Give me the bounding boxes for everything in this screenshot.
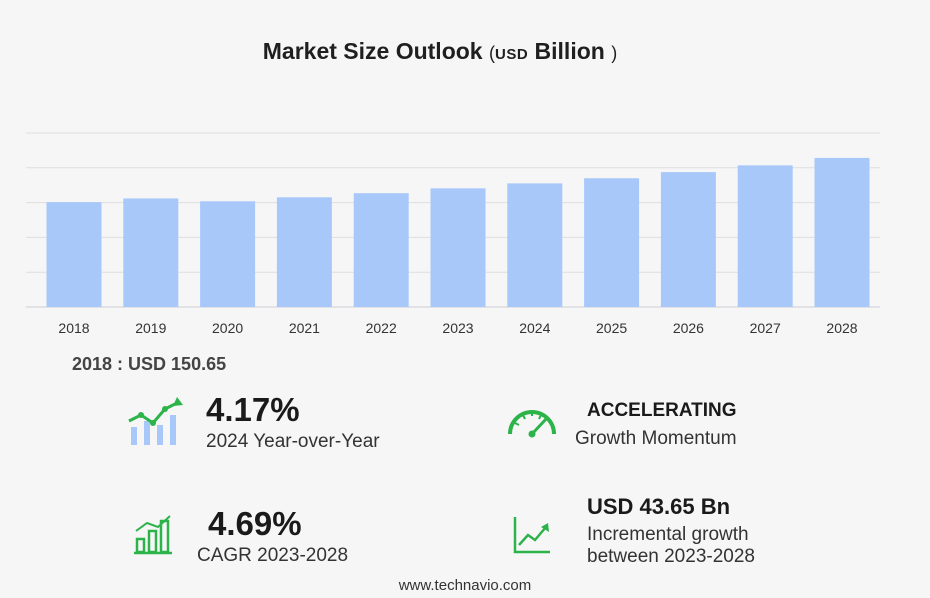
x-tick-label: 2023 — [442, 320, 473, 336]
bar-2025 — [584, 178, 640, 307]
chart-bars — [46, 157, 870, 307]
cagr-stat: 4.69% CAGR 2023-2028 — [197, 505, 348, 567]
title-paren-open: ( — [488, 43, 495, 63]
bar-2027 — [737, 165, 793, 307]
x-tick-label: 2028 — [826, 320, 857, 336]
bar-chart: 2018 2019 2020 2021 2022 2023 2024 2025 2026 2027… — [26, 132, 880, 336]
x-tick-label: 2026 — [673, 320, 704, 336]
cagr-label: CAGR 2023-2028 — [197, 545, 349, 566]
chart-x-ticks: 2018 2019 2020 2021 2022 2023 2024 2025 2026 2027… — [58, 320, 857, 336]
chart-title: Market Size Outlook (USD Billion ) — [0, 38, 880, 65]
bar-trend-icon — [128, 397, 183, 445]
x-tick-label: 2018 — [58, 320, 89, 336]
bar-2023 — [430, 188, 486, 307]
bar-2028 — [814, 157, 870, 307]
title-unit: USD — [494, 46, 529, 63]
x-tick-label: 2021 — [289, 320, 320, 336]
bar-2026 — [660, 172, 716, 307]
bar-chart-icon — [134, 515, 172, 555]
momentum-stat: ACCELERATING Growth Momentum — [575, 400, 737, 450]
source-footer: www.technavio.com — [398, 577, 532, 594]
bar-2022 — [353, 193, 409, 307]
bar-2019 — [123, 198, 179, 307]
incremental-value: USD 43.65 Bn — [587, 494, 731, 519]
incremental-label-line1: Incremental growth — [587, 524, 749, 545]
bar-2020 — [200, 201, 256, 307]
x-tick-label: 2019 — [135, 320, 166, 336]
cagr-value: 4.69% — [208, 505, 302, 542]
x-tick-label: 2022 — [366, 320, 397, 336]
bar-2018 — [46, 202, 102, 307]
yoy-value: 4.17% — [206, 391, 300, 428]
x-tick-label: 2025 — [596, 320, 627, 336]
x-tick-label: 2024 — [519, 320, 550, 336]
x-tick-label: 2020 — [212, 320, 243, 336]
momentum-label: Growth Momentum — [575, 428, 737, 449]
bar-2024 — [507, 183, 563, 307]
incremental-label-line2: between 2023-2028 — [587, 546, 755, 567]
line-growth-icon — [513, 517, 550, 554]
title-main: Market Size Outlook — [262, 38, 483, 64]
base-year-value: 2018 : USD 150.65 — [72, 354, 227, 374]
x-tick-label: 2027 — [750, 320, 781, 336]
bar-2021 — [276, 197, 332, 307]
incremental-stat: USD 43.65 Bn Incremental growth between … — [587, 494, 755, 568]
momentum-value: ACCELERATING — [587, 400, 737, 421]
title-paren-close: ) — [611, 43, 618, 63]
yoy-stat: 4.17% 2024 Year-over-Year — [206, 391, 380, 453]
title-unit-word: Billion — [534, 38, 605, 64]
yoy-label: 2024 Year-over-Year — [206, 431, 380, 452]
speedometer-icon — [508, 410, 556, 438]
